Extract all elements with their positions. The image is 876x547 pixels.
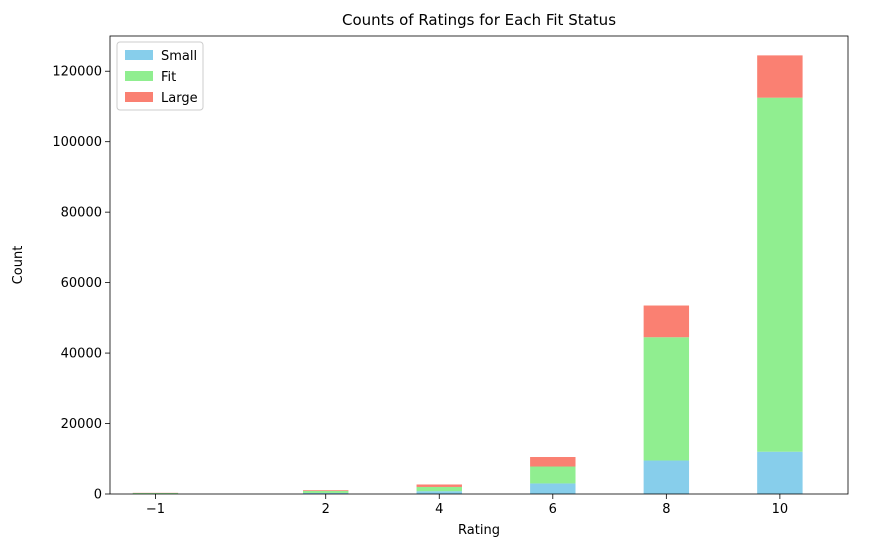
- legend-swatch-small: [125, 50, 153, 60]
- x-axis-label: Rating: [458, 523, 500, 538]
- legend-swatch-fit: [125, 71, 153, 81]
- legend-swatch-large: [125, 92, 153, 102]
- y-tick-label: 20000: [61, 417, 102, 432]
- bar-large-3: [530, 457, 576, 467]
- y-tick-label: 0: [94, 488, 102, 503]
- bars-group: [132, 55, 803, 494]
- legend-label-small: Small: [161, 49, 197, 64]
- axes-group: 0 20000 40000 60000 80000 100000 120000 −1 2 4 6 8 1…: [52, 65, 788, 517]
- legend: Small Fit Large: [116, 41, 204, 111]
- x-tick-label: 6: [549, 502, 557, 517]
- bar-fit-0: [132, 493, 179, 494]
- legend-label-fit: Fit: [161, 70, 176, 85]
- bar-small-5: [757, 451, 803, 494]
- plot-frame: [109, 35, 849, 495]
- y-tick-label: 100000: [52, 135, 102, 150]
- x-tick-label: 4: [435, 502, 443, 517]
- bar-fit-5: [757, 97, 803, 452]
- y-axis-label: Count: [11, 246, 26, 285]
- x-tick-label: 10: [772, 502, 789, 517]
- chart-title: Counts of Ratings for Each Fit Status: [342, 11, 616, 29]
- bar-small-4: [643, 460, 690, 494]
- bar-small-1: [303, 492, 349, 494]
- bar-fit-2: [416, 486, 462, 492]
- x-tick-label: 2: [322, 502, 330, 517]
- bar-large-5: [757, 55, 803, 98]
- x-tick-label: 8: [662, 502, 670, 517]
- x-tick-label: −1: [146, 502, 165, 517]
- bar-fit-4: [643, 337, 690, 461]
- legend-label-large: Large: [161, 91, 198, 106]
- bar-fit-1: [303, 490, 349, 493]
- bar-small-2: [416, 491, 462, 494]
- bar-small-3: [530, 483, 576, 494]
- bar-large-2: [416, 484, 462, 487]
- bar-fit-3: [530, 466, 576, 484]
- y-tick-label: 60000: [61, 276, 102, 291]
- y-tick-label: 120000: [52, 65, 102, 80]
- y-tick-label: 80000: [61, 206, 102, 221]
- bar-large-1: [303, 490, 349, 491]
- bar-large-4: [643, 305, 690, 338]
- y-tick-label: 40000: [61, 347, 102, 362]
